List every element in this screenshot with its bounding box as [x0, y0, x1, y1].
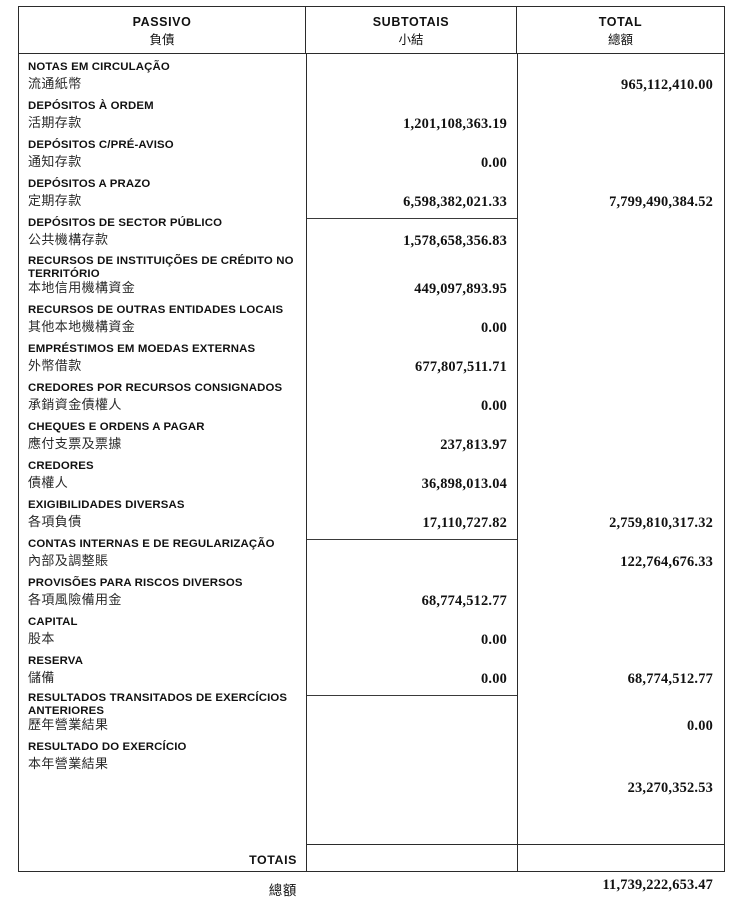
row-label-zh: 其他本地機構資金 [28, 320, 136, 335]
total-value: 965,112,410.00 [621, 77, 713, 93]
column-header-passivo-pt: PASSIVO [132, 14, 192, 29]
row-label-zh: 外幣借款 [28, 359, 82, 374]
subtotal-value: 0.00 [481, 632, 507, 648]
row-label-pt: DEPÓSITOS C/PRÉ-AVISO [28, 139, 174, 151]
subtotal-value: 0.00 [481, 155, 507, 171]
row-label-pt: EXIGIBILIDADES DIVERSAS [28, 499, 185, 511]
subtotal-value: 68,774,512.77 [421, 593, 507, 609]
subtotal-value: 6,598,382,021.33 [403, 194, 507, 210]
table-body: NOTAS EM CIRCULAÇÃO 流通紙幣 DEPÓSITOS À ORD… [19, 54, 725, 899]
subtotal-value: 0.00 [481, 320, 507, 336]
subtotal-value: 17,110,727.82 [422, 515, 507, 531]
row-label-zh: 各項負債 [28, 515, 82, 530]
row-label-zh: 公共機構存款 [28, 233, 109, 248]
row-label-pt: RECURSOS DE OUTRAS ENTIDADES LOCAIS [28, 304, 284, 316]
subtotal-group-divider [307, 539, 517, 540]
row-label-zh: 本地信用機構資金 [28, 281, 136, 296]
totals-divider-total [518, 844, 725, 845]
row-label-zh: 債權人 [28, 476, 69, 491]
total-value: 2,759,810,317.32 [609, 515, 713, 531]
row-label-zh: 內部及調整賬 [28, 554, 109, 569]
row-label-pt: DEPÓSITOS A PRAZO [28, 178, 151, 190]
row-label-zh: 通知存款 [28, 155, 82, 170]
totals-label-zh: 總額 [268, 883, 297, 899]
subtotal-value: 237,813.97 [440, 437, 507, 453]
row-label-pt: RECURSOS DE INSTITUIÇÕES DE CRÉDITO NO T… [28, 255, 294, 280]
row-label-zh: 儲備 [28, 671, 55, 686]
subtotal-group-divider [307, 218, 517, 219]
row-label-zh: 本年營業結果 [28, 757, 109, 772]
row-label-pt: RESERVA [28, 655, 84, 667]
total-value: 122,764,676.33 [620, 554, 713, 570]
row-label-zh: 應付支票及票據 [28, 437, 122, 452]
subtotal-value: 0.00 [481, 398, 507, 414]
subtotal-value: 0.00 [481, 671, 507, 687]
total-value: 23,270,352.53 [627, 780, 713, 796]
column-header-subtotais: SUBTOTAIS 小結 [306, 7, 517, 53]
row-label-pt: DEPÓSITOS DE SECTOR PÚBLICO [28, 217, 223, 229]
row-label-zh: 各項風險備用金 [28, 593, 122, 608]
column-header-total-pt: TOTAL [598, 14, 643, 29]
column-divider-2 [517, 54, 518, 872]
row-label-zh: 承銷資金債權人 [28, 398, 122, 413]
row-label-pt: RESULTADOS TRANSITADOS DE EXERCÍCIOS ANT… [28, 692, 288, 717]
row-label-pt: DEPÓSITOS À ORDEM [28, 100, 154, 112]
total-value: 7,799,490,384.52 [609, 194, 713, 210]
total-value: 0.00 [687, 718, 713, 734]
row-label-pt: CHEQUES E ORDENS A PAGAR [28, 421, 205, 433]
row-label-pt: PROVISÕES PARA RISCOS DIVERSOS [28, 577, 243, 589]
total-value: 68,774,512.77 [627, 671, 713, 687]
table-header-row: PASSIVO 負債 SUBTOTAIS 小結 TOTAL 總額 [19, 7, 724, 54]
totals-divider-subtotals [307, 844, 517, 845]
column-header-subtotais-zh: 小結 [398, 31, 424, 47]
column-header-passivo-zh: 負債 [149, 31, 175, 47]
row-label-pt: EMPRÉSTIMOS EM MOEDAS EXTERNAS [28, 343, 256, 355]
row-label-pt: NOTAS EM CIRCULAÇÃO [28, 61, 170, 73]
row-label-zh: 流通紙幣 [28, 77, 82, 92]
column-header-passivo: PASSIVO 負債 [19, 7, 306, 53]
subtotal-value: 677,807,511.71 [415, 359, 507, 375]
subtotal-value: 449,097,893.95 [414, 281, 507, 297]
totals-label-pt: TOTAIS [249, 853, 297, 867]
grand-total-value: 11,739,222,653.47 [602, 877, 713, 893]
column-header-total-zh: 總額 [607, 31, 633, 47]
subtotal-value: 1,201,108,363.19 [403, 116, 507, 132]
column-header-total: TOTAL 總額 [517, 7, 724, 53]
row-label-zh: 歷年營業結果 [28, 718, 109, 733]
row-label-pt: CREDORES [28, 460, 94, 472]
row-label-pt: RESULTADO DO EXERCÍCIO [28, 741, 187, 753]
row-label-zh: 定期存款 [28, 194, 82, 209]
row-label-pt: CONTAS INTERNAS E DE REGULARIZAÇÃO [28, 538, 275, 550]
column-divider-1 [306, 54, 307, 872]
balance-sheet-table: PASSIVO 負債 SUBTOTAIS 小結 TOTAL 總額 NOTAS E… [18, 6, 725, 899]
subtotal-value: 1,578,658,356.83 [403, 233, 507, 249]
subtotal-value: 36,898,013.04 [421, 476, 507, 492]
column-header-subtotais-pt: SUBTOTAIS [372, 14, 450, 29]
row-label-zh: 股本 [28, 632, 55, 647]
row-label-pt: CAPITAL [28, 616, 78, 628]
row-label-zh: 活期存款 [28, 116, 82, 131]
row-label-pt: CREDORES POR RECURSOS CONSIGNADOS [28, 382, 283, 394]
subtotal-group-divider [307, 695, 517, 696]
